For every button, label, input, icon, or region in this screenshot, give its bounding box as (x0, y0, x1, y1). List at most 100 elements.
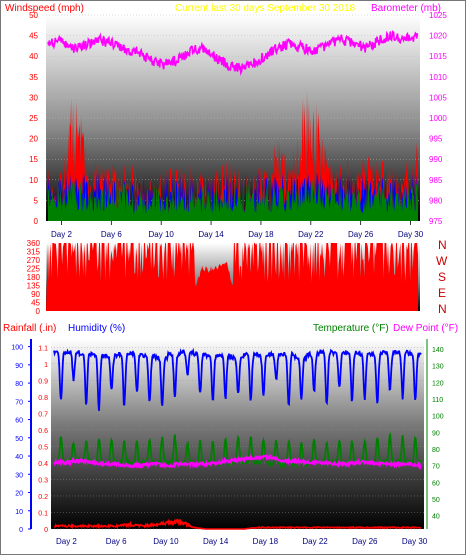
direction-y-tick-label: 315 (27, 248, 41, 257)
barometer-series (47, 29, 419, 76)
temperature-y-tick-label: 60 (432, 480, 440, 487)
wind-y-tick-label: 35 (29, 73, 38, 82)
wind-y-axis-ticks: 0 5 10 15 20 25 30 35 40 45 50 (29, 11, 38, 226)
rainfall-y-axis-ticks: 0 0.1 0.2 0.3 0.4 0.5 0.6 0.7 0.8 0.9 1 1.1 (38, 345, 48, 534)
rainfall-y-tick-label: 0.5 (38, 444, 48, 451)
wind-y-tick-label: 45 (29, 32, 38, 41)
wind-x-tick-label: Day 18 (248, 230, 274, 239)
wind-x-tick-label: Day 10 (149, 230, 175, 239)
barometer-y-tick-label: 1000 (429, 114, 447, 123)
bottom-x-tick-label: Day 18 (253, 537, 279, 546)
rainfall-y-tick-label: 1 (44, 362, 48, 369)
humidity-y-tick-label: 10 (15, 509, 23, 516)
wind-x-tick-label: Day 6 (101, 230, 122, 239)
bottom-x-axis-ticks: Day 2 Day 6 Day 10 Day 14 Day 18 Day 22 Day 26… (56, 537, 428, 546)
wind-x-axis-ticks: Day 2 Day 6 Day 10 Day 14 Day 18 Day 22 Day 26… (51, 221, 424, 239)
rainfall-axis-label: Rainfall (.in) (3, 323, 56, 334)
temperature-y-tick-label: 130 (432, 364, 444, 371)
wind-y-tick-label: 10 (29, 176, 38, 185)
rainfall-y-tick-label: 0.3 (38, 477, 48, 484)
bottom-x-tick-label: Day 2 (56, 537, 77, 546)
rainfall-series (53, 518, 422, 530)
wind-x-tick-label: Day 30 (398, 230, 424, 239)
wind-series (47, 29, 419, 221)
wind-y-tick-label: 0 (34, 217, 39, 226)
barometer-y-axis-ticks: 975 980 985 990 995 1000 1005 1010 1015 1020 1025 (429, 11, 447, 226)
temperature-y-tick-label: 50 (432, 497, 440, 504)
humidity-y-tick-label: 90 (15, 363, 23, 370)
temperature-axis-label: Temperature (°F) (313, 323, 389, 334)
temperature-y-tick-label: 100 (432, 414, 444, 421)
humidity-series (53, 347, 422, 411)
wind-x-tick-label: Day 14 (198, 230, 224, 239)
compass-label-e: E (438, 286, 446, 300)
wind-y-tick-label: 50 (29, 11, 38, 20)
rainfall-y-tick-label: 0.9 (38, 378, 48, 385)
rainfall-y-tick-label: 0.4 (38, 461, 48, 468)
rainfall-y-tick-label: 0 (44, 527, 48, 534)
bottom-x-tick-label: Day 22 (302, 537, 328, 546)
barometer-y-tick-label: 975 (429, 217, 443, 226)
direction-y-tick-label: 45 (31, 299, 40, 308)
direction-y-tick-label: 270 (27, 256, 41, 265)
direction-compass-labels: N W S E N (436, 238, 448, 316)
rainfall-y-tick-label: 0.6 (38, 428, 48, 435)
barometer-axis-label: Barometer (mb) (371, 3, 441, 14)
compass-label-s: S (438, 270, 446, 284)
barometer-y-tick-label: 995 (429, 135, 443, 144)
barometer-y-tick-label: 1015 (429, 52, 447, 61)
humidity-y-tick-label: 60 (15, 418, 23, 425)
barometer-y-tick-label: 985 (429, 176, 443, 185)
rainfall-y-tick-label: 0.1 (38, 510, 48, 517)
direction-y-tick-label: 135 (27, 282, 41, 291)
direction-series (46, 243, 418, 311)
temperature-y-tick-label: 90 (432, 430, 440, 437)
humidity-y-tick-label: 20 (15, 491, 23, 498)
wind-y-tick-label: 20 (29, 135, 38, 144)
temperature-y-tick-label: 40 (432, 514, 440, 521)
wind-x-tick-label: Day 2 (51, 230, 72, 239)
wind-y-tick-label: 15 (29, 155, 38, 164)
barometer-y-tick-label: 1010 (429, 73, 447, 82)
wind-low-series (48, 179, 418, 221)
humidity-y-tick-label: 40 (15, 454, 23, 461)
wind-y-tick-label: 5 (34, 196, 39, 205)
bottom-x-tick-label: Day 14 (203, 537, 229, 546)
wind-y-tick-label: 30 (29, 93, 38, 102)
bottom-x-tick-label: Day 6 (106, 537, 127, 546)
temperature-y-tick-label: 110 (432, 397, 443, 404)
humidity-axis-label: Humidity (%) (68, 323, 125, 334)
direction-y-tick-label: 225 (27, 265, 41, 274)
humidity-y-tick-label: 30 (15, 472, 23, 479)
compass-label-n-top: N (438, 238, 447, 252)
direction-y-tick-label: 180 (27, 273, 41, 282)
temperature-y-tick-label: 80 (432, 447, 440, 454)
humidity-y-tick-label: 50 (15, 436, 23, 443)
chart-title: Current last 30 days September 30 2018 (175, 3, 356, 14)
humidity-y-tick-label: 100 (11, 345, 23, 352)
direction-y-tick-label: 0 (36, 307, 41, 316)
humidity-temp-plot-area (51, 339, 424, 529)
temperature-y-axis-ticks: 40 50 60 70 80 90 100 110 120 130 140 (432, 347, 444, 521)
humidity-y-tick-label: 0 (19, 527, 23, 534)
dewpoint-series (53, 453, 422, 471)
wind-y-tick-label: 40 (29, 52, 38, 61)
rainfall-y-tick-label: 0.2 (38, 494, 48, 501)
wind-x-tick-label: Day 26 (348, 230, 374, 239)
bottom-x-tick-label: Day 30 (402, 537, 428, 546)
barometer-y-tick-label: 990 (429, 155, 443, 164)
temperature-y-tick-label: 70 (432, 464, 440, 471)
windspeed-axis-label: Windspeed (mph) (5, 3, 84, 14)
barometer-y-tick-label: 1025 (429, 11, 447, 20)
bottom-x-tick-label: Day 10 (153, 537, 179, 546)
rainfall-y-tick-label: 1.1 (38, 345, 48, 352)
rainfall-y-tick-label: 0.7 (38, 411, 48, 418)
wind-x-tick-label: Day 22 (298, 230, 324, 239)
barometer-y-tick-label: 980 (429, 196, 443, 205)
compass-label-w: W (436, 254, 448, 268)
wind-direction-series (46, 243, 418, 311)
bottom-x-tick-label: Day 26 (352, 537, 378, 546)
